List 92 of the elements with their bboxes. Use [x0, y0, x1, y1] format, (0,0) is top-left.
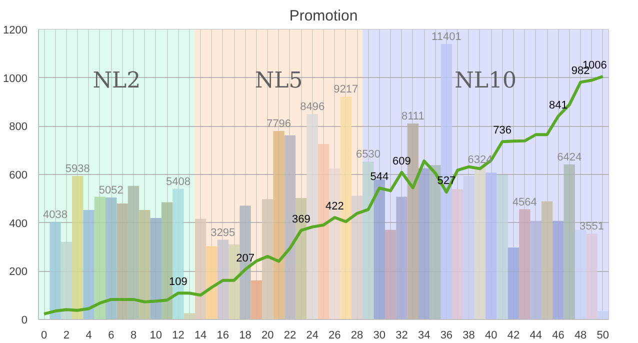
bar	[486, 172, 497, 320]
annotation: 4038	[43, 208, 68, 221]
bar	[351, 196, 363, 320]
bar	[496, 174, 508, 320]
x-tick-label: 44	[530, 330, 542, 342]
bar	[574, 230, 586, 320]
bar	[60, 242, 72, 320]
annotation: 5938	[65, 162, 90, 175]
bar	[597, 311, 608, 320]
x-tick-label: 6	[108, 330, 114, 342]
x-tick-label: 42	[507, 330, 520, 342]
data-label: 736	[493, 124, 512, 137]
x-tick-label: 26	[328, 330, 341, 342]
annotation: 9217	[334, 84, 358, 96]
x-tick-label: 30	[373, 330, 386, 342]
annotation: 5408	[166, 176, 190, 188]
bar	[128, 186, 140, 320]
x-tick-label: 36	[440, 330, 453, 342]
bar	[50, 222, 61, 320]
annotation: 4564	[512, 196, 537, 208]
annotation: 5052	[98, 184, 124, 196]
x-tick-label: 24	[306, 330, 318, 342]
y-tick-label: 400	[9, 218, 28, 230]
bar	[530, 220, 542, 320]
bar	[541, 201, 553, 320]
x-tick-label: 34	[418, 330, 430, 342]
x-tick-label: 32	[396, 330, 408, 342]
data-label: 841	[549, 99, 568, 112]
x-tick-label: 12	[172, 330, 184, 342]
data-label: 422	[326, 200, 344, 213]
annotation: 6530	[356, 148, 380, 161]
bar	[72, 176, 84, 320]
band-label: NL2	[92, 68, 141, 94]
bar	[384, 230, 396, 320]
bar	[106, 197, 117, 320]
bar	[552, 220, 564, 320]
bar	[83, 210, 94, 320]
x-tick-label: 38	[462, 330, 475, 342]
bar	[564, 164, 575, 320]
band-label: NL5	[254, 68, 303, 94]
bar	[150, 218, 162, 320]
bar	[519, 209, 530, 320]
x-tick-label: 16	[216, 330, 230, 342]
annotation: 3295	[210, 226, 236, 239]
bar	[452, 189, 464, 320]
x-tick-label: 4	[86, 330, 92, 342]
bar	[508, 247, 520, 320]
bar	[418, 168, 430, 320]
x-tick-label: 22	[284, 330, 296, 342]
y-tick-label: 1200	[3, 24, 28, 36]
x-tick-label: 14	[194, 330, 207, 342]
data-label: 369	[292, 213, 310, 226]
x-tick-label: 40	[485, 330, 498, 342]
annotation: 6424	[557, 151, 582, 164]
bar	[374, 179, 385, 320]
bar	[396, 196, 408, 320]
annotation: 3551	[580, 220, 604, 233]
x-tick-label: 20	[262, 330, 274, 342]
annotation: 11401	[432, 31, 462, 43]
y-tick-label: 0	[21, 314, 28, 326]
x-tick-label: 50	[596, 330, 610, 342]
x-tick-label: 28	[350, 330, 364, 342]
x-tick-label: 10	[150, 330, 162, 342]
bar	[273, 131, 284, 320]
data-label: 609	[392, 155, 411, 168]
bar	[94, 196, 106, 320]
x-tick-label: 0	[41, 330, 48, 342]
annotation: 8496	[300, 101, 325, 114]
y-tick-label: 1000	[3, 72, 28, 85]
y-tick-label: 800	[9, 121, 28, 134]
x-tick-label: 18	[239, 330, 252, 342]
chart-title: Promotion	[289, 8, 358, 24]
bar	[206, 246, 218, 320]
x-tick-label: 8	[130, 330, 137, 342]
annotation: 8111	[401, 110, 424, 123]
bar	[116, 204, 128, 320]
data-label: 544	[370, 171, 389, 184]
x-tick-label: 2	[63, 330, 70, 342]
bar	[250, 280, 262, 320]
bar	[586, 234, 598, 320]
bar	[262, 199, 274, 320]
y-tick-label: 200	[9, 266, 28, 278]
x-tick-label: 48	[574, 330, 587, 342]
bar	[463, 176, 474, 320]
data-label: 207	[236, 252, 254, 264]
band-label: NL10	[454, 68, 516, 94]
x-tick-label: 46	[552, 330, 564, 342]
bar	[139, 210, 150, 320]
bar	[474, 166, 486, 320]
bar	[217, 240, 228, 320]
y-tick-label: 600	[9, 170, 28, 182]
data-label: 109	[169, 276, 188, 288]
